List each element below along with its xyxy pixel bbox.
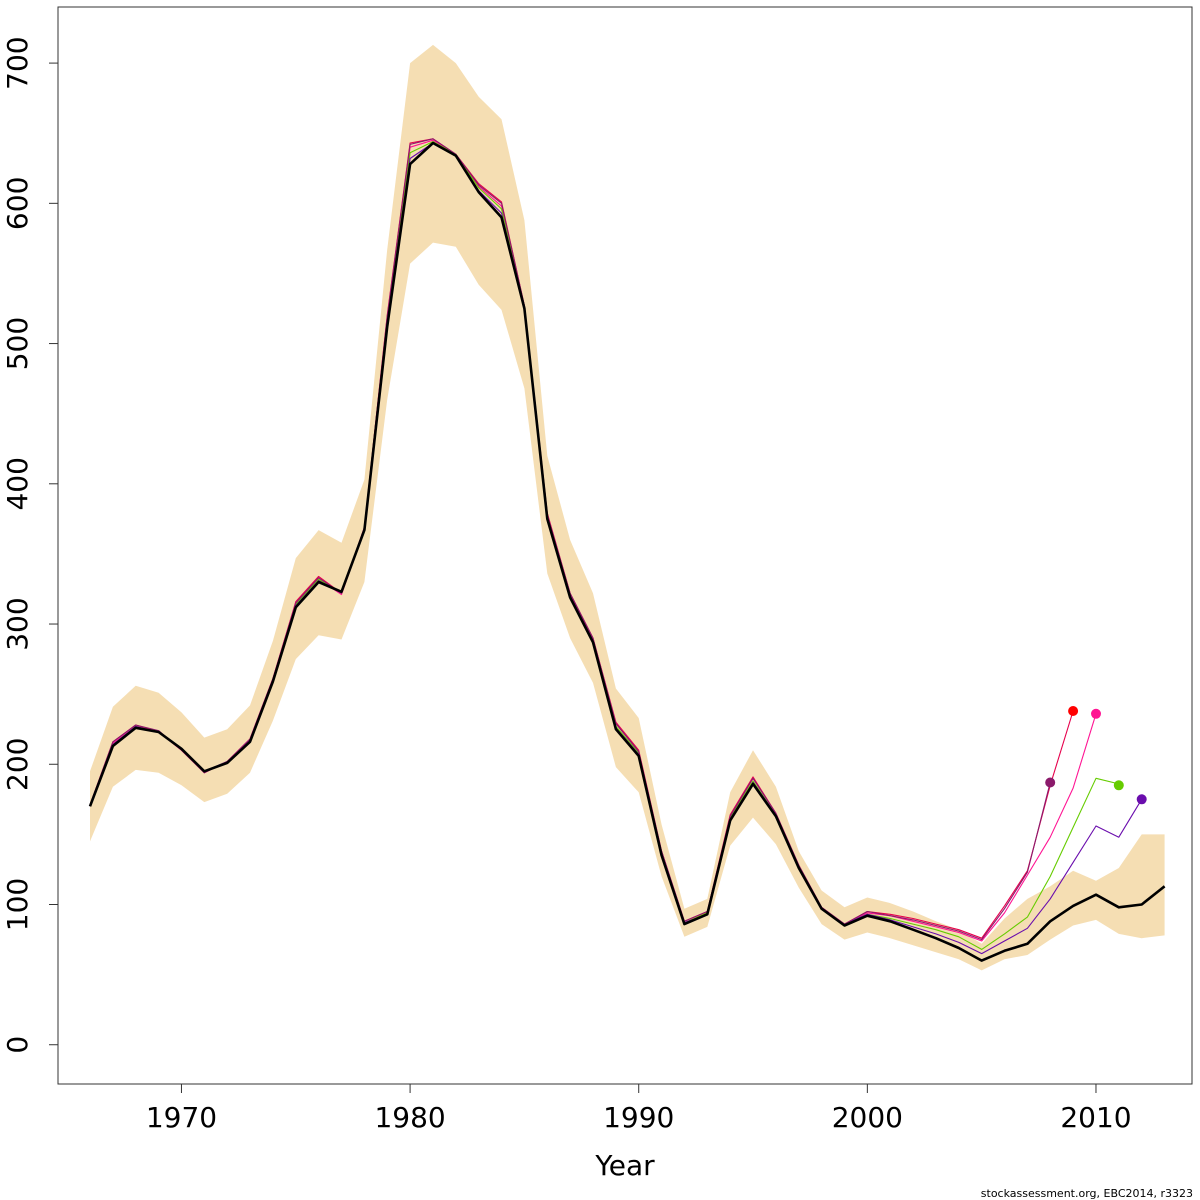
end-point-3 [1113,780,1124,791]
x-axis-title: Year [594,1149,655,1182]
y-tick-label: 0 [1,1036,34,1054]
x-axis: 1970 1980 1990 2000 2010 [146,1083,1132,1134]
y-tick-label: 100 [1,878,34,931]
x-tick-label: 1980 [374,1101,445,1134]
y-tick-label: 300 [1,597,34,650]
series-line-peel-1 [89,138,1074,939]
end-point-5 [1045,777,1056,788]
y-tick-label: 200 [1,738,34,791]
credit-text: stockassessment.org, EBC2014, r3323 [981,1187,1193,1200]
series-line-base [88,141,1166,962]
x-tick-label: 2010 [1060,1101,1131,1134]
end-point-2 [1091,708,1101,719]
y-tick-label: 400 [1,457,34,510]
y-axis: 0 100 200 300 400 500 600 700 [1,36,59,1054]
y-tick-label: 700 [1,36,34,89]
x-tick-label: 2000 [832,1101,903,1134]
end-point-1 [1068,706,1079,716]
series-line-peel-5 [89,138,1051,941]
y-tick-label: 500 [1,317,34,370]
x-tick-label: 1970 [146,1101,217,1134]
series-line-peel-3 [89,141,1119,950]
confidence-band [90,44,1165,971]
confidence-band-layer [90,44,1165,971]
series-line-peel-4 [89,142,1143,955]
x-tick-label: 1990 [603,1101,674,1134]
end-points-layer [1045,706,1147,805]
series-lines-layer [88,138,1166,962]
series-line-peel-2 [89,139,1097,942]
end-point-4 [1136,794,1147,805]
y-tick-label: 600 [1,177,34,230]
